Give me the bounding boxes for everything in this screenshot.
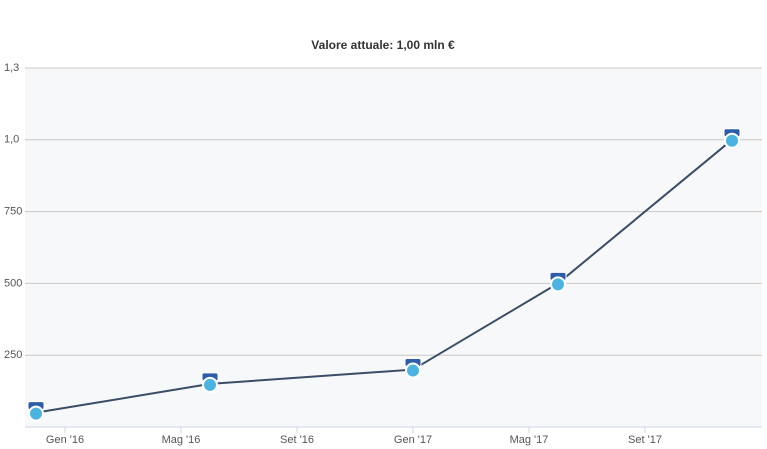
x-tick-label: Set '17 <box>628 434 662 446</box>
y-tick-label: 750 <box>4 206 22 218</box>
point <box>550 276 566 293</box>
point <box>28 405 44 422</box>
point <box>202 376 218 393</box>
y-tick-label: 1,0 <box>4 134 19 146</box>
x-tick-label: Set '16 <box>280 434 314 446</box>
y-tick-label: 1,3 <box>4 62 19 74</box>
point <box>405 362 421 379</box>
point <box>724 132 740 149</box>
plot-area <box>25 68 762 427</box>
x-tick-label: Mag '16 <box>162 434 201 446</box>
y-tick-label: 500 <box>4 277 22 289</box>
chart-title: Valore attuale: 1,00 mln € <box>311 38 455 52</box>
x-tick-label: Mag '17 <box>510 434 549 446</box>
y-tick-label: 250 <box>4 349 22 361</box>
x-tick-label: Gen '17 <box>394 434 432 446</box>
x-tick-label: Gen '16 <box>46 434 84 446</box>
